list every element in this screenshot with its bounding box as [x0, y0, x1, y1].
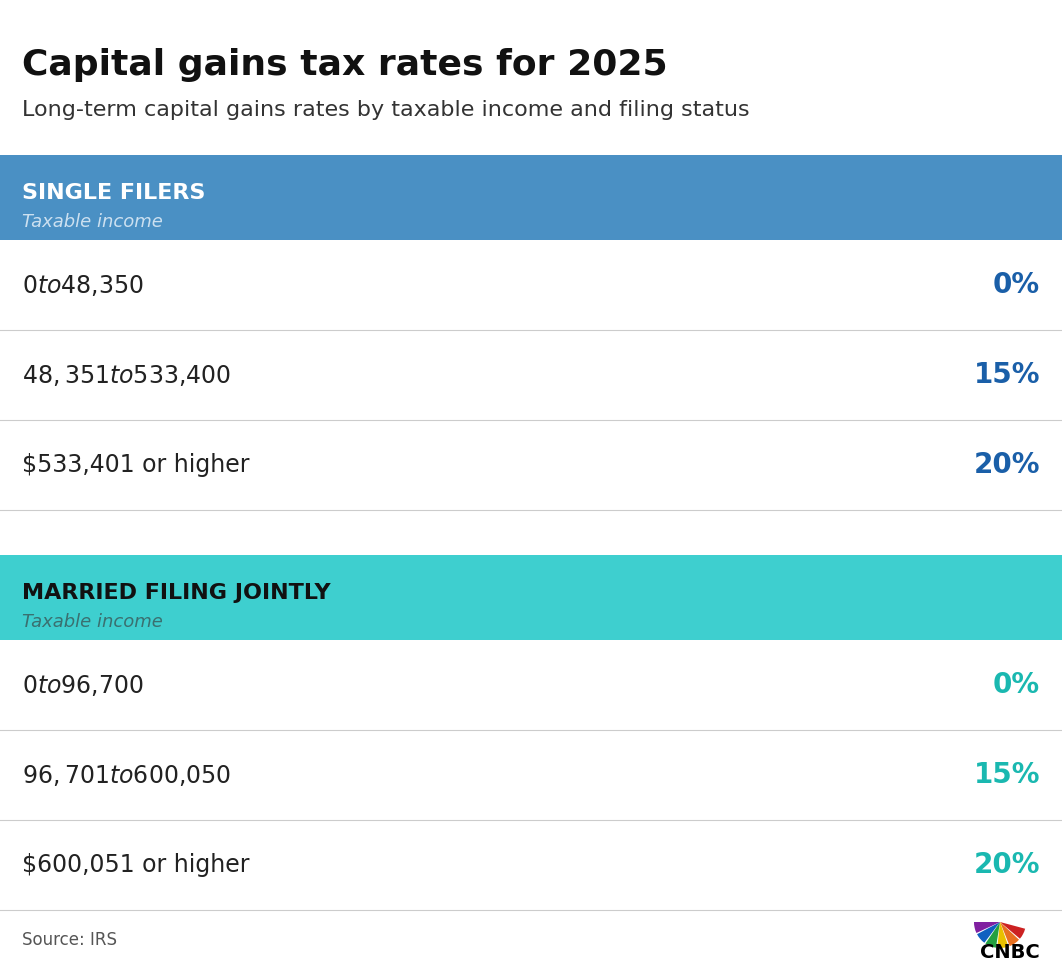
Text: Taxable income: Taxable income	[22, 213, 162, 231]
Wedge shape	[974, 922, 1000, 933]
Text: 0%: 0%	[993, 271, 1040, 299]
Bar	[0, 820, 1062, 910]
Text: $0 to $48,350: $0 to $48,350	[22, 272, 143, 298]
Text: 20%: 20%	[974, 851, 1040, 879]
Wedge shape	[997, 922, 1009, 948]
Text: MARRIED FILING JOINTLY: MARRIED FILING JOINTLY	[22, 583, 330, 603]
Text: $48,351 to $533,400: $48,351 to $533,400	[22, 363, 232, 387]
Bar	[0, 640, 1062, 730]
Bar	[0, 240, 1062, 330]
Text: 15%: 15%	[974, 761, 1040, 789]
Text: $0 to $96,700: $0 to $96,700	[22, 672, 143, 698]
Wedge shape	[977, 922, 1000, 943]
Text: Capital gains tax rates for 2025: Capital gains tax rates for 2025	[22, 48, 668, 82]
Text: $600,051 or higher: $600,051 or higher	[22, 853, 250, 877]
Bar	[0, 330, 1062, 420]
Text: Source: IRS: Source: IRS	[22, 931, 117, 949]
Text: $96,701 to $600,050: $96,701 to $600,050	[22, 763, 232, 787]
Text: 20%: 20%	[974, 451, 1040, 479]
Text: SINGLE FILERS: SINGLE FILERS	[22, 183, 205, 203]
Bar	[0, 420, 1062, 510]
Wedge shape	[986, 922, 1000, 948]
Bar	[0, 155, 1062, 240]
Text: 0%: 0%	[993, 671, 1040, 699]
Wedge shape	[1000, 922, 1025, 939]
Text: $533,401 or higher: $533,401 or higher	[22, 453, 250, 477]
Text: CNBC: CNBC	[980, 943, 1040, 961]
Bar	[0, 555, 1062, 640]
Wedge shape	[1000, 922, 1020, 946]
Text: Taxable income: Taxable income	[22, 613, 162, 631]
Text: 15%: 15%	[974, 361, 1040, 389]
Text: Long-term capital gains rates by taxable income and filing status: Long-term capital gains rates by taxable…	[22, 100, 750, 120]
Bar	[0, 730, 1062, 820]
